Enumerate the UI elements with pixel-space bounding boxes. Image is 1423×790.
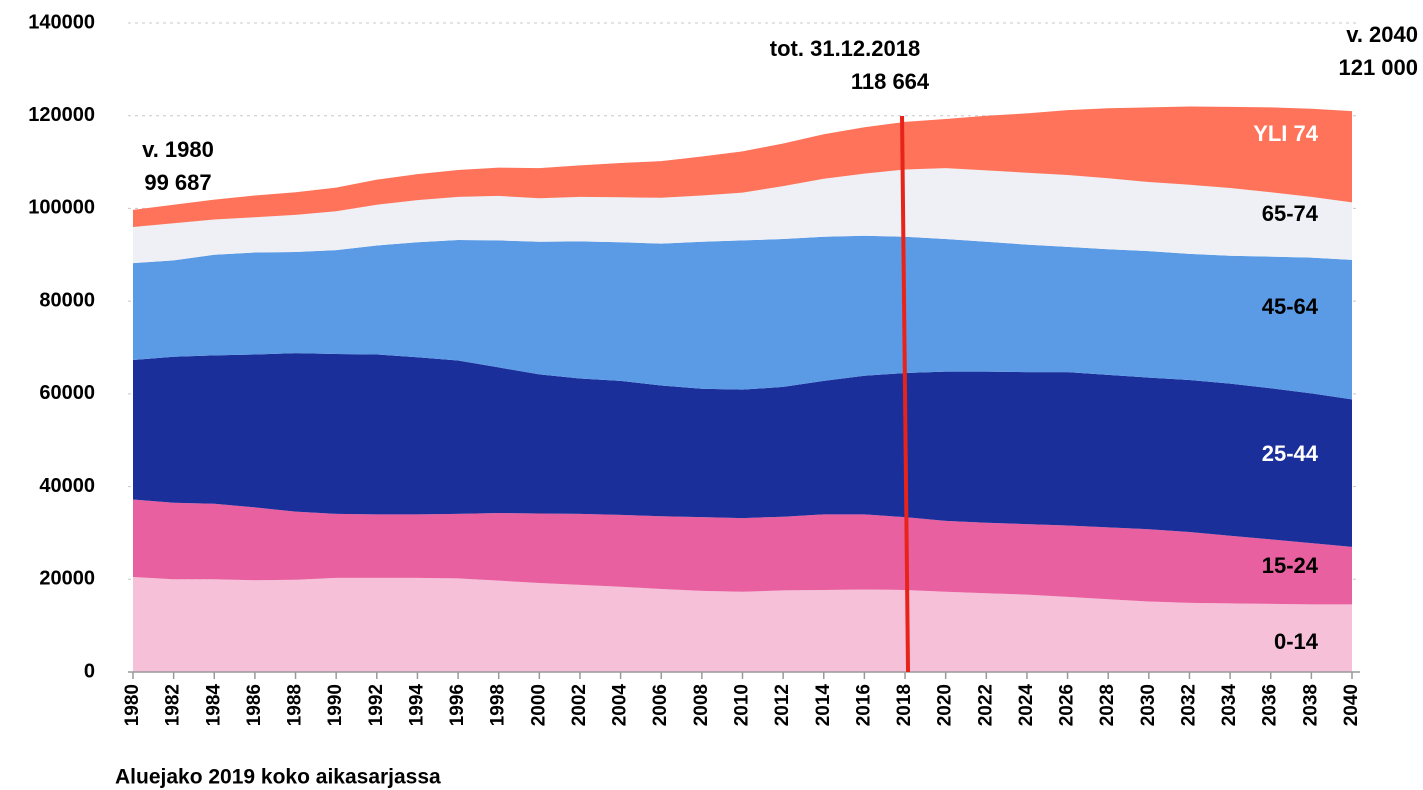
x-tick-label: 1986: [244, 684, 265, 726]
series-label: 15-24: [1262, 553, 1319, 578]
x-tick-label: 1994: [406, 684, 427, 727]
y-tick-label: 60000: [39, 382, 95, 404]
x-tick-label: 2006: [650, 684, 671, 726]
x-tick-label: 2040: [1341, 684, 1362, 726]
x-tick-label: 2034: [1219, 684, 1240, 727]
area: [133, 106, 1352, 227]
annotation: tot. 31.12.2018: [770, 36, 920, 61]
x-tick-label: 1984: [203, 684, 224, 727]
x-tick-label: 2004: [610, 684, 631, 727]
area: [133, 235, 1352, 400]
x-tick-label: 1980: [122, 684, 143, 726]
x-tick-label: 2032: [1178, 684, 1199, 726]
x-tick-label: 2022: [975, 684, 996, 726]
annotation: v. 1980: [142, 137, 214, 162]
x-tick-label: 2016: [853, 684, 874, 726]
x-tick-label: 1982: [163, 684, 184, 726]
x-tick-label: 2000: [528, 684, 549, 726]
x-tick-label: 2036: [1260, 684, 1281, 726]
footnote: Aluejako 2019 koko aikasarjassa: [115, 766, 441, 789]
area: [133, 168, 1352, 264]
x-tick-label: 2020: [935, 684, 956, 726]
x-tick-label: 2010: [732, 684, 753, 726]
annotation: v. 2040: [1346, 22, 1418, 47]
x-tick-label: 2038: [1300, 684, 1321, 726]
x-tick-label: 1998: [488, 684, 509, 726]
y-tick-label: 120000: [28, 104, 95, 126]
series-label: 0-14: [1274, 629, 1319, 654]
plot: [128, 22, 1360, 673]
area: [133, 576, 1352, 672]
x-tick-label: 2008: [691, 684, 712, 726]
x-tick-label: 1988: [285, 684, 306, 726]
series-label: YLI 74: [1253, 121, 1319, 146]
x-tick-label: 1992: [366, 684, 387, 726]
y-tick-label: 80000: [39, 289, 95, 311]
y-tick-label: 0: [84, 660, 95, 682]
annotation: 118 664: [851, 69, 930, 94]
x-tick-label: 1990: [325, 684, 346, 726]
x-tick-label: 2002: [569, 684, 590, 726]
y-tick-label: 20000: [39, 568, 95, 590]
y-tick-label: 40000: [39, 475, 95, 497]
x-tick-label: 2018: [894, 684, 915, 726]
annotation: 121 000: [1338, 55, 1418, 80]
series-label: 45-64: [1262, 294, 1319, 319]
series-label: 25-44: [1262, 441, 1319, 466]
x-tick-label: 2028: [1097, 684, 1118, 726]
x-tick-label: 2024: [1016, 684, 1037, 727]
marker-line: [900, 115, 911, 673]
x-tick-label: 2012: [772, 684, 793, 726]
x-tick-label: 1996: [447, 684, 468, 726]
x-tick-label: 2014: [813, 684, 834, 727]
x-tick-label: 2026: [1057, 684, 1078, 726]
y-tick-label: 100000: [28, 197, 95, 219]
area: [133, 353, 1352, 547]
y-tick-label: 140000: [28, 11, 95, 33]
series-label: 65-74: [1262, 201, 1319, 226]
area: [133, 499, 1352, 605]
x-tick-label: 2030: [1138, 684, 1159, 726]
annotation: 99 687: [144, 170, 211, 195]
